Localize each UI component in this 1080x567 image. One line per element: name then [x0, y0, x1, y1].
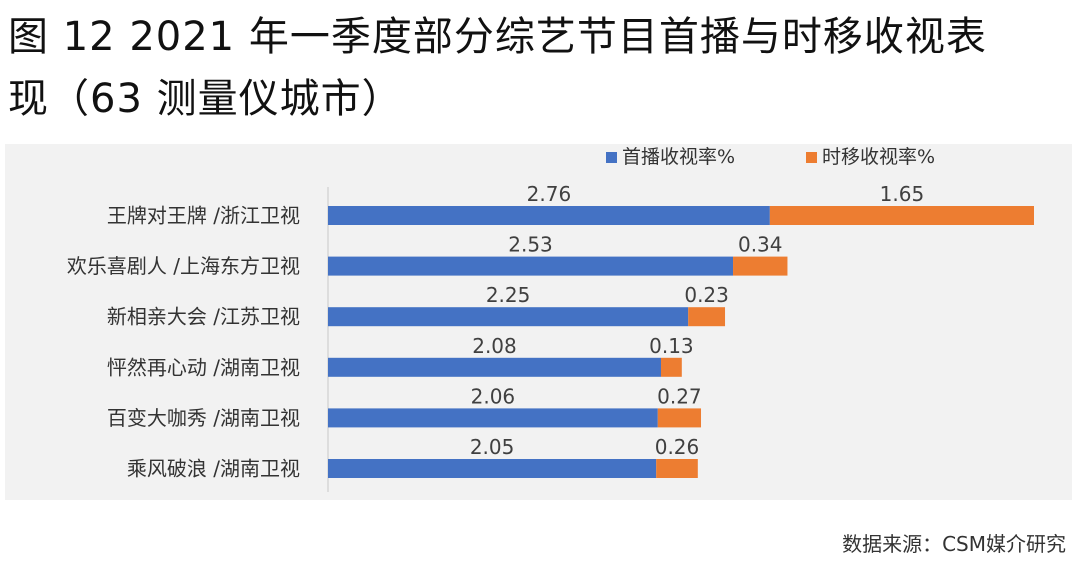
category-label: 百变大咖秀 /湖南卫视: [107, 406, 300, 430]
data-source-note: 数据来源：CSM媒介研究: [842, 532, 1066, 556]
figure-title: 图 12 2021 年一季度部分综艺节目首播与时移收视表 现（63 测量仪城市）: [8, 6, 1072, 130]
legend-label: 时移收视率%: [822, 146, 935, 168]
data-label: 0.26: [655, 435, 700, 459]
bar-segment-first-run: [328, 307, 689, 327]
bar-segment-first-run: [328, 357, 661, 377]
bar-segment-timeshift: [660, 357, 682, 377]
bar-segment-timeshift: [688, 307, 726, 327]
legend-swatch: [606, 152, 617, 163]
data-label: 2.25: [486, 283, 531, 307]
category-label: 欢乐喜剧人 /上海东方卫视: [67, 254, 300, 278]
data-label: 2.08: [472, 334, 517, 358]
figure-title-line1: 图 12 2021 年一季度部分综艺节目首播与时移收视表: [8, 14, 987, 60]
figure-title-line2: 现（63 测量仪城市）: [8, 76, 403, 122]
bar-segment-timeshift: [657, 408, 702, 428]
legend-swatch: [806, 152, 817, 163]
category-label: 乘风破浪 /湖南卫视: [127, 457, 300, 481]
data-label: 0.23: [684, 283, 729, 307]
bar-segment-first-run: [328, 459, 657, 478]
legend-label: 首播收视率%: [622, 146, 735, 168]
bar-segment-timeshift: [656, 459, 698, 478]
data-label: 2.76: [527, 182, 572, 206]
data-label: 0.34: [738, 233, 783, 257]
bar-segment-first-run: [328, 408, 658, 428]
data-label: 2.05: [470, 435, 515, 459]
category-label: 新相亲大会 /江苏卫视: [107, 305, 300, 329]
category-label: 王牌对王牌 /浙江卫视: [107, 204, 300, 228]
data-label: 0.27: [657, 384, 702, 408]
data-label: 2.06: [471, 384, 516, 408]
category-label: 怦然再心动 /湖南卫视: [107, 355, 300, 379]
bar-segment-timeshift: [733, 256, 788, 276]
data-label: 1.65: [880, 182, 925, 206]
data-label: 2.53: [508, 233, 553, 257]
bar-segment-first-run: [328, 206, 770, 225]
data-label: 0.13: [649, 334, 694, 358]
bar-segment-timeshift: [769, 206, 1034, 225]
bar-segment-first-run: [328, 256, 734, 276]
